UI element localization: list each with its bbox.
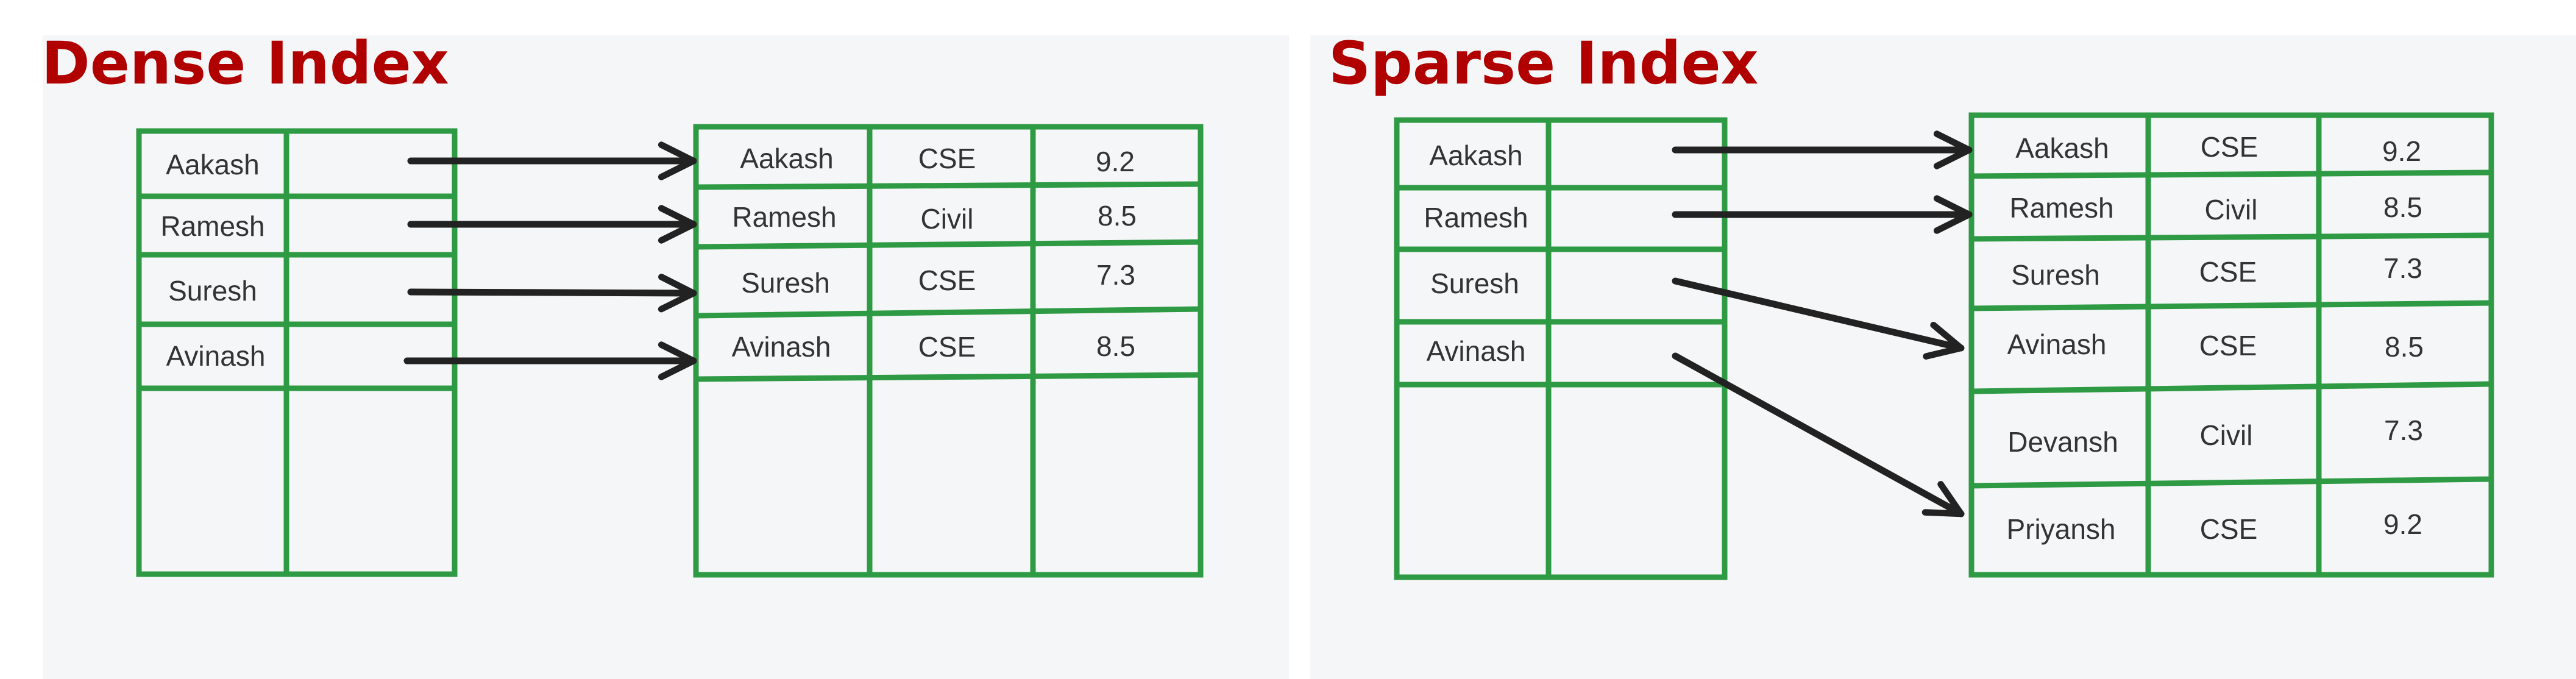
dense-index-text: Aakash Ramesh Suresh Avinash [160, 149, 265, 372]
sparse-record-4-name: Avinash [2007, 329, 2107, 360]
sparse-record-4-score: 8.5 [2385, 331, 2424, 363]
sparse-record-2-name: Ramesh [2009, 192, 2113, 224]
dense-records-text: Aakash CSE 9.2 Ramesh Civil 8.5 Suresh C… [732, 143, 1137, 363]
sparse-index-entry-1: Aakash [1429, 140, 1522, 171]
sparse-record-5-name: Devansh [2007, 426, 2118, 458]
sparse-index-entry-3: Suresh [1430, 268, 1519, 299]
dense-index-table [136, 128, 458, 577]
dense-record-1-score: 9.2 [1096, 146, 1135, 177]
dense-record-1-dept: CSE [918, 143, 976, 174]
sparse-record-5-score: 7.3 [2384, 414, 2423, 446]
sparse-record-3-dept: CSE [2199, 256, 2257, 288]
sparse-record-5-dept: Civil [2200, 419, 2253, 451]
dense-index-entry-1: Aakash [166, 149, 259, 180]
dense-data-table [693, 124, 1204, 578]
sparse-record-6-name: Priyansh [2007, 513, 2116, 545]
sparse-record-2-dept: Civil [2205, 194, 2258, 226]
dense-title: Dense Index [41, 29, 449, 98]
dense-record-2-name: Ramesh [732, 201, 836, 233]
dense-record-3-dept: CSE [918, 265, 976, 296]
dense-record-2-score: 8.5 [1098, 200, 1137, 232]
dense-arrows [403, 141, 697, 380]
sparse-index-entry-2: Ramesh [1424, 202, 1528, 233]
sparse-data-table [1968, 112, 2494, 578]
dense-index-entry-3: Suresh [168, 275, 257, 307]
dense-record-3-name: Suresh [741, 267, 830, 299]
sparse-record-1-name: Aakash [2015, 132, 2109, 164]
dense-record-4-score: 8.5 [1096, 330, 1135, 362]
sparse-record-6-dept: CSE [2200, 513, 2258, 545]
dense-record-4-dept: CSE [918, 331, 976, 363]
sparse-arrow-4 [1672, 352, 1965, 517]
sparse-record-4-dept: CSE [2199, 330, 2257, 361]
sparse-record-6-score: 9.2 [2383, 508, 2422, 540]
sparse-arrow-3 [1672, 277, 1965, 360]
sparse-arrows [1672, 130, 1973, 517]
sparse-record-2-score: 8.5 [2383, 191, 2422, 223]
sparse-index-entry-4: Avinash [1427, 335, 1526, 367]
dense-arrow-3 [407, 274, 697, 313]
sparse-record-3-name: Suresh [2011, 259, 2100, 291]
dense-record-1-name: Aakash [740, 143, 833, 174]
sparse-records-text: Aakash CSE 9.2 Ramesh Civil 8.5 Suresh C… [2007, 131, 2424, 545]
sparse-index-text: Aakash Ramesh Suresh Avinash [1424, 140, 1528, 367]
dense-index-entry-4: Avinash [166, 340, 266, 372]
sparse-record-1-dept: CSE [2201, 131, 2258, 163]
sparse-title: Sparse Index [1329, 29, 1759, 98]
sparse-index-table [1394, 117, 1728, 580]
dense-record-4-name: Avinash [732, 331, 831, 363]
dense-record-2-dept: Civil [921, 203, 974, 235]
sparse-record-1-score: 9.2 [2382, 135, 2421, 167]
sparse-record-3-score: 7.3 [2383, 252, 2422, 284]
dense-index-entry-2: Ramesh [160, 210, 264, 242]
dense-record-3-score: 7.3 [1096, 259, 1135, 291]
